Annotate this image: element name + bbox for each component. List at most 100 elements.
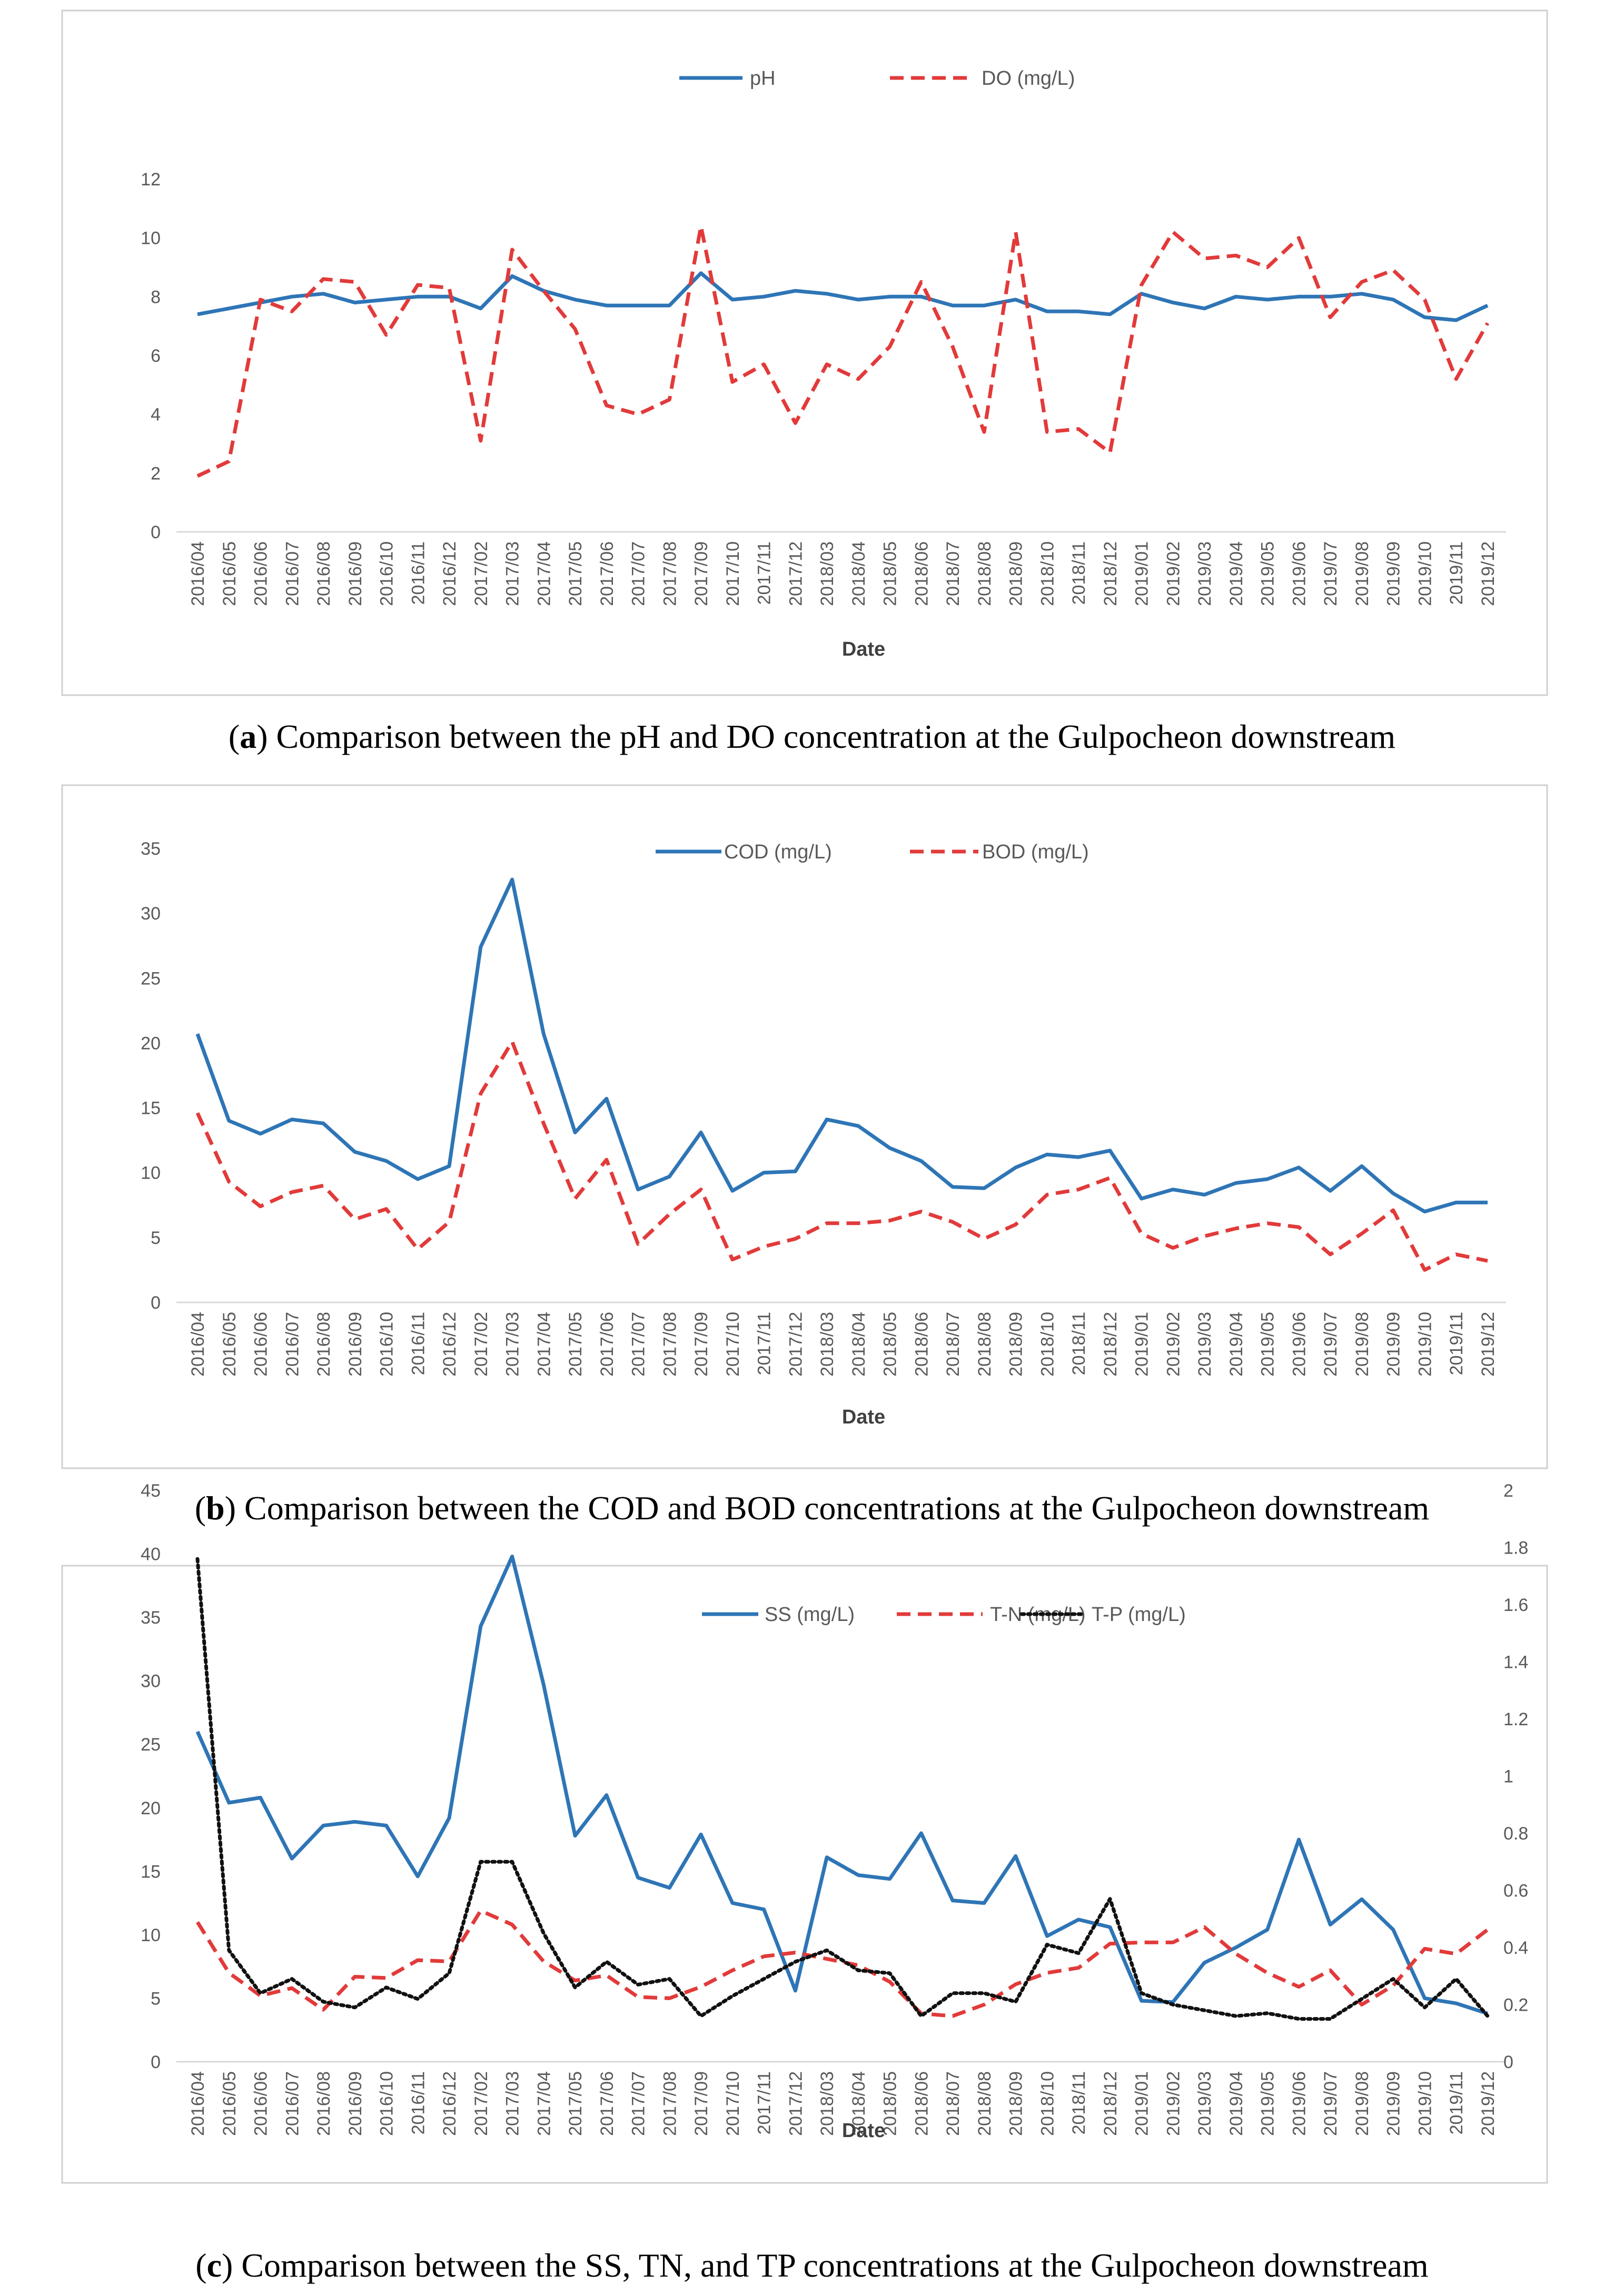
- data-point: [197, 1112, 198, 1113]
- x-tick-label: 2018/08: [975, 541, 995, 606]
- data-point: [1487, 2015, 1488, 2016]
- data-point: [229, 1181, 230, 1182]
- x-tick-label: 2018/10: [1037, 1312, 1057, 1377]
- y-tick-label: 30: [141, 904, 161, 924]
- x-tick-label: 2019/09: [1384, 2071, 1404, 2136]
- data-point: [826, 1857, 827, 1858]
- data-point: [795, 1238, 796, 1239]
- data-point: [1487, 305, 1488, 306]
- data-point: [386, 1161, 387, 1162]
- data-point: [512, 1861, 513, 1862]
- data-point: [386, 299, 387, 300]
- data-point: [669, 1214, 670, 1215]
- y-tick-label: 5: [151, 1228, 161, 1248]
- data-point: [920, 1161, 922, 1162]
- data-point: [1361, 1233, 1362, 1234]
- data-point: [1330, 1970, 1331, 1971]
- x-tick-label: 2017/07: [629, 1312, 649, 1377]
- x-tick-label: 2018/05: [880, 1312, 900, 1377]
- x-tick-label: 2017/10: [723, 541, 743, 606]
- data-point: [575, 329, 576, 330]
- data-point: [1330, 296, 1331, 297]
- x-tick-label: 2017/09: [691, 1312, 711, 1377]
- data-point: [291, 1192, 292, 1193]
- chart-frame: [61, 784, 1548, 1469]
- x-tick-label: 2017/11: [755, 541, 775, 605]
- data-point: [1078, 429, 1079, 430]
- data-point: [826, 364, 827, 365]
- y-tick-label: 10: [141, 1925, 161, 1945]
- data-point: [1330, 1190, 1331, 1191]
- data-point: [764, 1979, 765, 1980]
- data-point: [858, 379, 859, 380]
- x-tick-label: 2016/06: [251, 2071, 271, 2136]
- data-point: [606, 405, 607, 406]
- data-point: [1204, 1962, 1205, 1963]
- series-line-t-n: [196, 1909, 1489, 2018]
- data-point: [606, 1975, 607, 1976]
- data-point: [1172, 1248, 1173, 1249]
- data-point: [323, 1123, 324, 1124]
- data-point: [417, 1179, 418, 1180]
- data-point: [1046, 1972, 1047, 1973]
- data-point: [1141, 1993, 1142, 1994]
- data-point: [1361, 1899, 1362, 1900]
- x-tick-label: 2017/04: [534, 541, 554, 606]
- x-tick-label: 2018/09: [1006, 541, 1026, 606]
- y-right-tick-label: 1.4: [1503, 1653, 1528, 1673]
- data-point: [1015, 299, 1016, 300]
- data-point: [1110, 452, 1111, 453]
- data-point: [795, 422, 796, 423]
- x-tick-label: 2018/07: [943, 1312, 963, 1377]
- data-point: [700, 2015, 701, 2016]
- data-point: [952, 1993, 953, 1994]
- data-point: [952, 305, 953, 306]
- x-tick-label: 2017/04: [534, 1312, 554, 1377]
- data-point: [1235, 2015, 1236, 2016]
- data-point: [889, 1220, 890, 1221]
- data-point: [1330, 1924, 1331, 1925]
- data-point: [1110, 1178, 1111, 1179]
- data-point: [575, 1980, 576, 1981]
- y-right-tick-label: 0: [1503, 2052, 1513, 2072]
- y-tick-label: 6: [151, 346, 161, 366]
- data-point: [1455, 1979, 1457, 1980]
- data-point: [291, 296, 292, 297]
- x-tick-label: 2019/03: [1195, 541, 1215, 606]
- data-point: [480, 1626, 481, 1627]
- data-point: [920, 2015, 922, 2016]
- x-axis-title: Date: [842, 1406, 885, 1428]
- x-tick-label: 2016/10: [377, 541, 397, 606]
- data-point: [449, 288, 450, 289]
- data-point: [1299, 296, 1300, 297]
- x-tick-label: 2018/12: [1101, 541, 1121, 606]
- data-point: [606, 1795, 607, 1796]
- data-point: [543, 1961, 544, 1962]
- data-point: [732, 1903, 733, 1904]
- data-point: [889, 1148, 890, 1149]
- data-point: [732, 1190, 733, 1191]
- data-point: [386, 1987, 387, 1988]
- x-tick-label: 2018/09: [1006, 2071, 1026, 2136]
- data-point: [889, 1878, 890, 1880]
- x-tick-label: 2018/06: [912, 1312, 932, 1377]
- data-point: [1424, 1998, 1425, 1999]
- y-tick-label: 0: [151, 522, 161, 542]
- data-point: [1330, 317, 1331, 318]
- data-point: [1267, 299, 1268, 300]
- data-point: [795, 1961, 796, 1962]
- data-point: [1204, 1235, 1205, 1237]
- data-point: [1424, 1948, 1425, 1949]
- data-point: [354, 1219, 355, 1220]
- data-point: [575, 1835, 576, 1836]
- data-point: [480, 308, 481, 309]
- data-point: [1078, 311, 1079, 312]
- data-point: [826, 293, 827, 294]
- data-point: [732, 1970, 733, 1971]
- data-point: [1204, 308, 1205, 309]
- x-tick-label: 2017/11: [755, 1312, 775, 1375]
- data-point: [197, 1922, 198, 1923]
- data-point: [1235, 1953, 1236, 1954]
- x-tick-label: 2016/05: [220, 1312, 240, 1377]
- legend-label-t-p: T-P (mg/L): [1092, 1604, 1186, 1626]
